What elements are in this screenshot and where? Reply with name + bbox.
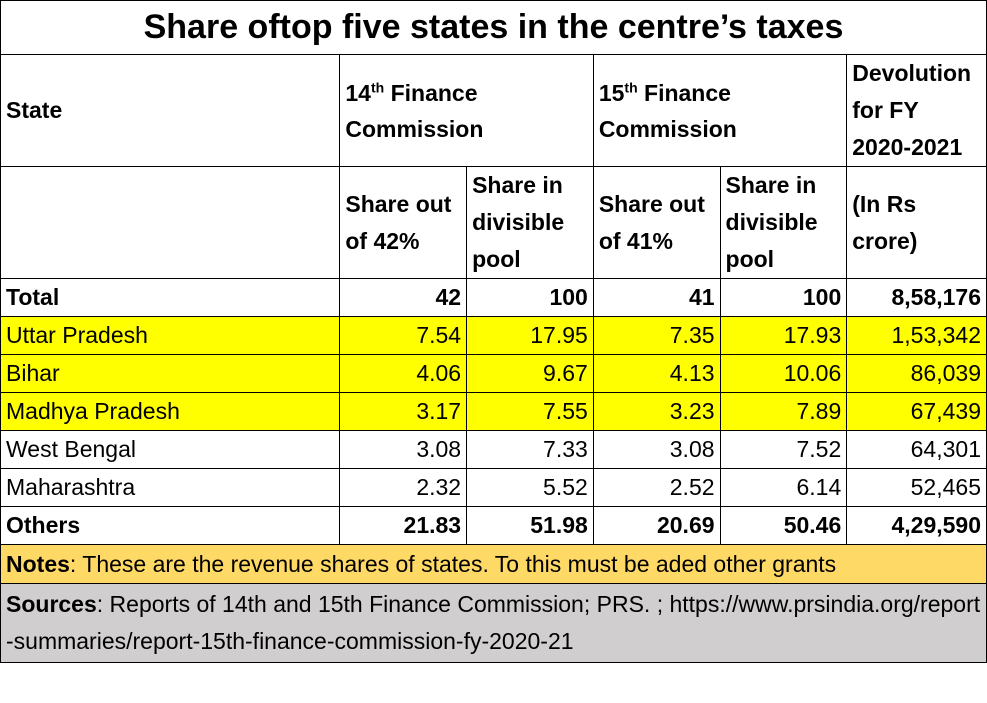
cell-fc14-pool: 100 bbox=[466, 278, 594, 317]
cell-fc14-share: 7.54 bbox=[339, 316, 468, 355]
header-fc15-label: Finance Commission bbox=[598, 79, 737, 142]
cell-fc14-share: 21.83 bbox=[339, 506, 468, 545]
header-state: State bbox=[0, 54, 341, 167]
cell-fc14-share: 42 bbox=[339, 278, 468, 317]
cell-fc14-share: 3.08 bbox=[339, 430, 468, 469]
header-fc14-number: 14 bbox=[345, 79, 371, 106]
cell-devolution: 4,29,590 bbox=[846, 506, 987, 545]
table-row: Uttar Pradesh 7.54 17.95 7.35 17.93 1,53… bbox=[0, 316, 987, 355]
cell-devolution: 8,58,176 bbox=[846, 278, 987, 317]
cell-fc15-pool: 100 bbox=[719, 278, 848, 317]
sources-text: : Reports of 14th and 15th Finance Commi… bbox=[6, 591, 981, 654]
notes-row: Notes: These are the revenue shares of s… bbox=[0, 544, 987, 584]
header-fc14-label: Finance Commission bbox=[345, 79, 484, 142]
cell-state: Uttar Pradesh bbox=[0, 316, 341, 355]
cell-fc14-share: 4.06 bbox=[339, 354, 468, 393]
cell-fc15-share: 4.13 bbox=[592, 354, 721, 393]
cell-fc15-pool: 50.46 bbox=[719, 506, 848, 545]
sources: Sources: Reports of 14th and 15th Financ… bbox=[0, 583, 987, 663]
header-fc14: 14th Finance Commission bbox=[339, 54, 594, 167]
cell-fc15-share: 41 bbox=[592, 278, 721, 317]
cell-fc15-share: 3.23 bbox=[592, 392, 721, 431]
cell-fc14-pool: 9.67 bbox=[466, 354, 594, 393]
cell-fc15-share: 7.35 bbox=[592, 316, 721, 355]
cell-devolution: 86,039 bbox=[846, 354, 987, 393]
title-row: Share oftop five states in the centre’s … bbox=[0, 0, 987, 55]
cell-fc14-pool: 51.98 bbox=[466, 506, 594, 545]
cell-state: Bihar bbox=[0, 354, 341, 393]
cell-fc15-share: 3.08 bbox=[592, 430, 721, 469]
notes-label: Notes bbox=[6, 550, 70, 577]
cell-fc14-share: 2.32 bbox=[339, 468, 468, 507]
cell-fc15-pool: 6.14 bbox=[719, 468, 848, 507]
header-share-divisible-15: Share in divisible pool bbox=[719, 166, 848, 279]
sources-label: Sources bbox=[6, 591, 97, 617]
header-devolution: Devolution for FY 2020-2021 bbox=[846, 54, 987, 167]
finance-commission-table: Share oftop five states in the centre’s … bbox=[0, 0, 987, 663]
table-title: Share oftop five states in the centre’s … bbox=[0, 0, 987, 55]
cell-devolution: 64,301 bbox=[846, 430, 987, 469]
cell-state: West Bengal bbox=[0, 430, 341, 469]
header-share-out-42: Share out of 42% bbox=[339, 166, 468, 279]
cell-state: Others bbox=[0, 506, 341, 545]
cell-state: Madhya Pradesh bbox=[0, 392, 341, 431]
cell-fc14-pool: 5.52 bbox=[466, 468, 594, 507]
table-row: Madhya Pradesh 3.17 7.55 3.23 7.89 67,43… bbox=[0, 392, 987, 431]
table-row: Others 21.83 51.98 20.69 50.46 4,29,590 bbox=[0, 506, 987, 545]
header-empty bbox=[0, 166, 341, 279]
table-row: Bihar 4.06 9.67 4.13 10.06 86,039 bbox=[0, 354, 987, 393]
sources-row: Sources: Reports of 14th and 15th Financ… bbox=[0, 583, 987, 663]
notes: Notes: These are the revenue shares of s… bbox=[0, 544, 987, 584]
cell-fc14-share: 3.17 bbox=[339, 392, 468, 431]
cell-fc15-share: 20.69 bbox=[592, 506, 721, 545]
cell-fc14-pool: 7.33 bbox=[466, 430, 594, 469]
notes-text: : These are the revenue shares of states… bbox=[69, 550, 837, 577]
header-share-out-41: Share out of 41% bbox=[592, 166, 721, 279]
cell-fc14-pool: 7.55 bbox=[466, 392, 594, 431]
cell-fc15-pool: 17.93 bbox=[719, 316, 848, 355]
cell-devolution: 67,439 bbox=[846, 392, 987, 431]
header-fc14-sup: th bbox=[370, 78, 385, 95]
cell-fc15-pool: 7.89 bbox=[719, 392, 848, 431]
cell-state: Maharashtra bbox=[0, 468, 341, 507]
header-fc15-number: 15 bbox=[598, 79, 625, 106]
table-row: Maharashtra 2.32 5.52 2.52 6.14 52,465 bbox=[0, 468, 987, 507]
cell-fc15-pool: 10.06 bbox=[719, 354, 848, 393]
table-row: West Bengal 3.08 7.33 3.08 7.52 64,301 bbox=[0, 430, 987, 469]
cell-state: Total bbox=[0, 278, 341, 317]
cell-devolution: 52,465 bbox=[846, 468, 987, 507]
header-share-divisible-14: Share in divisible pool bbox=[466, 166, 594, 279]
header-in-rs-crore: (In Rs crore) bbox=[846, 166, 987, 279]
table-row: Total 42 100 41 100 8,58,176 bbox=[0, 278, 987, 317]
header-row-1: State 14th Finance Commission 15th Finan… bbox=[0, 54, 987, 167]
cell-fc15-share: 2.52 bbox=[592, 468, 721, 507]
header-fc15-sup: th bbox=[624, 78, 638, 95]
header-fc15: 15th Finance Commission bbox=[592, 54, 848, 167]
cell-fc14-pool: 17.95 bbox=[466, 316, 594, 355]
cell-devolution: 1,53,342 bbox=[846, 316, 987, 355]
cell-fc15-pool: 7.52 bbox=[719, 430, 848, 469]
header-row-2: Share out of 42% Share in divisible pool… bbox=[0, 166, 987, 279]
